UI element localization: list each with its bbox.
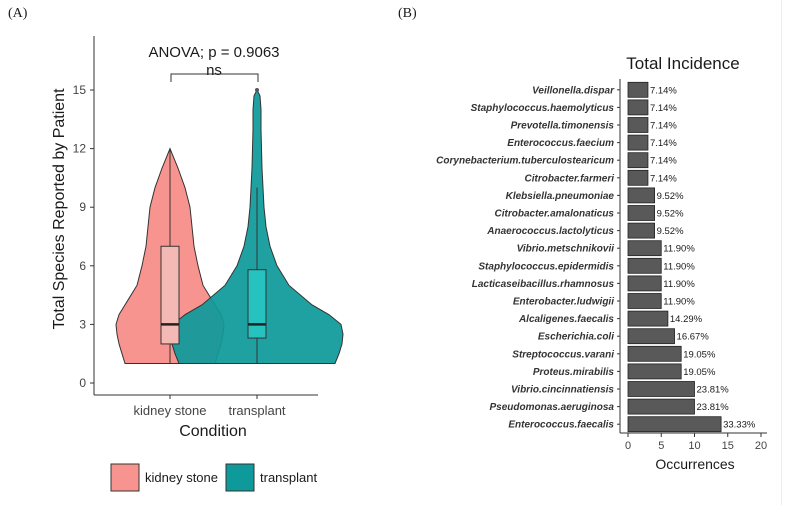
bar-category-label: Escherichia.coli bbox=[538, 332, 614, 343]
bar bbox=[627, 99, 649, 116]
legend-label-transplant: transplant bbox=[260, 470, 317, 485]
bar-percent-label: 7.14% bbox=[650, 173, 677, 184]
box-transplant bbox=[247, 269, 267, 339]
panel-a-label: (A) bbox=[8, 6, 28, 21]
bar-percent-label: 9.52% bbox=[657, 209, 684, 220]
bar bbox=[627, 152, 649, 169]
y-tick-label: 6 bbox=[79, 259, 86, 273]
panel-b-label: (B) bbox=[398, 6, 417, 21]
bar-category-label: Pseudomonas.aeruginosa bbox=[490, 402, 615, 413]
bar-x-axis-title: Occurrences bbox=[655, 456, 734, 472]
bar-percent-label: 19.05% bbox=[683, 349, 716, 360]
bar-percent-label: 7.14% bbox=[650, 138, 677, 149]
bar-category-label: Veillonella.dispar bbox=[532, 85, 615, 96]
box-outlier-point bbox=[255, 88, 259, 92]
legend: kidney stone transplant bbox=[110, 463, 317, 492]
bar bbox=[627, 363, 682, 380]
bar-chart-title: Total Incidence bbox=[626, 54, 739, 73]
bar-category-label: Enterococcus.faecium bbox=[507, 138, 614, 149]
y-tick-label: 9 bbox=[79, 200, 86, 214]
incidence-bar-chart: Total Incidence 7.14% 7.14% 7.14% 7.14% 7.14… bbox=[436, 54, 767, 472]
bar bbox=[627, 81, 649, 98]
bar bbox=[627, 398, 695, 415]
panel-divider bbox=[781, 0, 782, 505]
significance-label: ns bbox=[206, 62, 222, 79]
bar bbox=[627, 275, 662, 292]
bar bbox=[627, 169, 649, 186]
bar-category-label: Lacticaseibacillus.rhamnosus bbox=[472, 279, 615, 290]
bar-percent-label: 9.52% bbox=[657, 226, 684, 237]
legend-label-kidney-stone: kidney stone bbox=[145, 470, 218, 485]
bar-category-label: Alcaligenes.faecalis bbox=[518, 314, 614, 325]
bar bbox=[627, 328, 675, 345]
significance-bracket bbox=[170, 73, 259, 82]
bar bbox=[627, 117, 649, 133]
bar-x-tick-label: 0 bbox=[625, 440, 631, 452]
bar-x-tick-label: 10 bbox=[688, 440, 700, 452]
bar bbox=[627, 205, 656, 221]
bar-x-tick-label: 5 bbox=[658, 440, 664, 452]
bar-category-label: Anaerococcus.lactolyticus bbox=[486, 226, 614, 237]
bar-percent-label: 14.29% bbox=[670, 314, 703, 325]
bar-category-label: Vibrio.cincinnatiensis bbox=[511, 385, 614, 396]
bar-category-label: Citrobacter.farmeri bbox=[525, 173, 615, 184]
bar bbox=[627, 416, 722, 433]
bar-percent-label: 11.90% bbox=[663, 279, 695, 290]
bar-category-label: Prevotella.timonensis bbox=[511, 121, 615, 132]
bar-percent-label: 33.33% bbox=[723, 420, 756, 431]
bar bbox=[627, 222, 656, 239]
bar-percent-label: 11.90% bbox=[663, 297, 695, 308]
bar-category-label: Proteus.mirabilis bbox=[533, 367, 615, 378]
bar-x-tick-label: 15 bbox=[722, 440, 734, 452]
bar bbox=[627, 345, 682, 362]
bar-percent-label: 11.90% bbox=[663, 261, 695, 272]
bar-percent-label: 7.14% bbox=[650, 156, 677, 167]
bar-x-tick-label: 20 bbox=[755, 440, 767, 452]
bar-percent-label: 9.52% bbox=[657, 191, 684, 202]
box-kidney-stone bbox=[160, 245, 180, 345]
y-tick-label: 3 bbox=[79, 317, 86, 331]
bar-category-label: Klebsiella.pneumoniae bbox=[506, 191, 615, 202]
bar-category-label: Streptococcus.varani bbox=[512, 349, 614, 360]
bar bbox=[627, 257, 662, 274]
legend-key-kidney-stone bbox=[110, 463, 140, 492]
bar-category-label: Enterobacter.ludwigii bbox=[513, 297, 614, 308]
bar bbox=[627, 293, 662, 309]
x-axis-title: Condition bbox=[179, 423, 247, 440]
bar-category-label: Corynebacterium.tuberculostearicum bbox=[436, 156, 614, 167]
bar-percent-label: 19.05% bbox=[683, 367, 716, 378]
anova-annotation: ANOVA; p = 0.9063 bbox=[148, 44, 279, 61]
bar bbox=[627, 134, 649, 151]
y-tick-label: 12 bbox=[73, 142, 87, 156]
y-axis-title: Total Species Reported by Patient bbox=[51, 88, 68, 330]
y-tick-label: 15 bbox=[73, 83, 87, 97]
bar-percent-label: 16.67% bbox=[677, 332, 710, 343]
bar-category-label: Citrobacter.amalonaticus bbox=[495, 209, 615, 220]
bar bbox=[627, 310, 669, 327]
bar-category-label: Staphylococcus.haemolyticus bbox=[471, 103, 615, 114]
legend-key-transplant bbox=[225, 463, 255, 492]
bar bbox=[627, 381, 695, 397]
bar-category-label: Staphylococcus.epidermidis bbox=[478, 261, 614, 272]
bar bbox=[627, 187, 656, 204]
bar-percent-label: 23.81% bbox=[697, 385, 730, 396]
bar-percent-label: 7.14% bbox=[650, 121, 677, 132]
bar-percent-label: 11.90% bbox=[663, 244, 695, 255]
bar bbox=[627, 240, 662, 257]
x-tick-label: kidney stone bbox=[134, 403, 207, 418]
bar-percent-label: 7.14% bbox=[650, 103, 677, 114]
y-tick-label: 0 bbox=[79, 376, 86, 390]
bar-percent-label: 23.81% bbox=[697, 402, 730, 413]
bar-category-label: Vibrio.metschnikovii bbox=[517, 244, 615, 255]
x-tick-label: transplant bbox=[228, 403, 285, 418]
bar-percent-label: 7.14% bbox=[650, 85, 677, 96]
violin-chart: Total Species Reported by Patient Condit… bbox=[51, 36, 344, 492]
bar-category-label: Enterococcus.faecalis bbox=[508, 420, 614, 431]
